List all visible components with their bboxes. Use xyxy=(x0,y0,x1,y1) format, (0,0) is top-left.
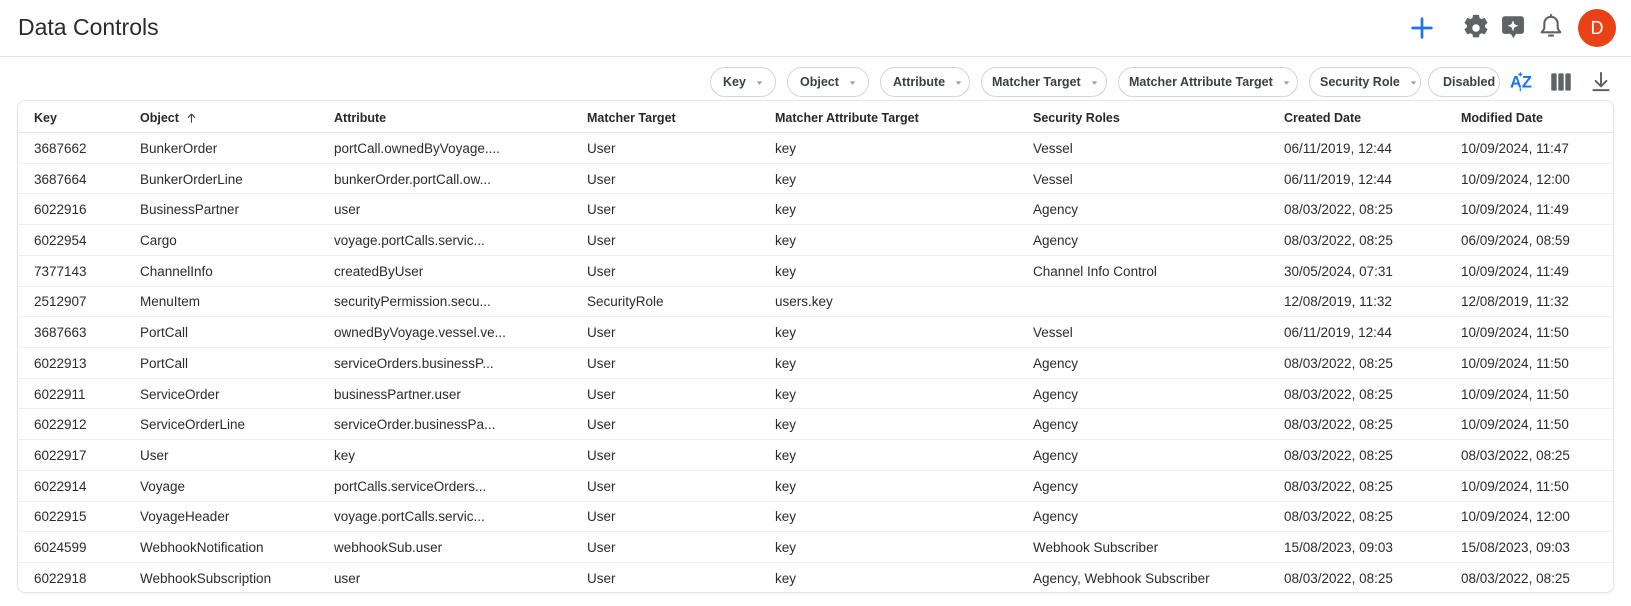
svg-text:Z: Z xyxy=(1522,73,1532,91)
